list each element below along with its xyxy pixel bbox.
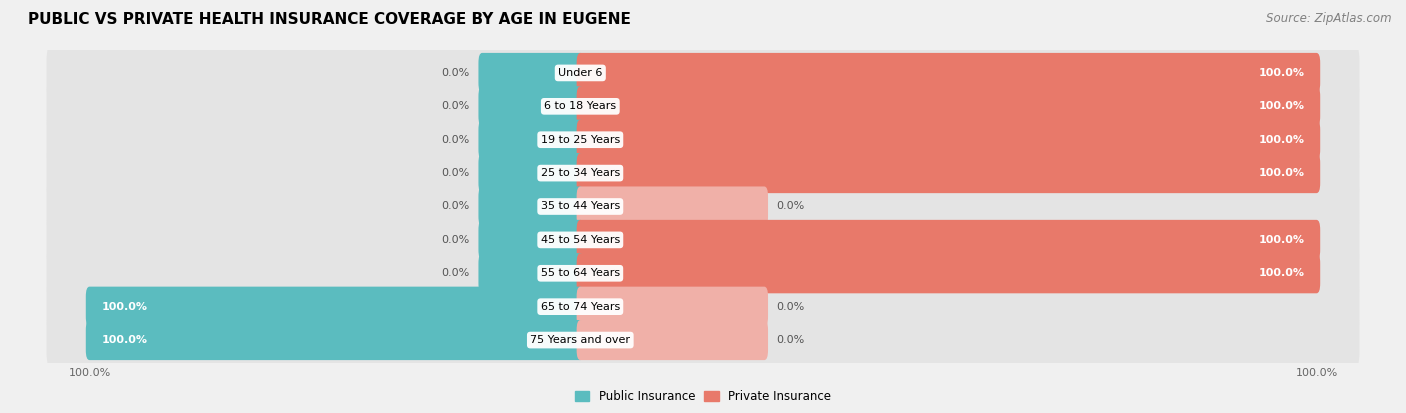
Text: 0.0%: 0.0% (441, 68, 470, 78)
Text: 100.0%: 100.0% (101, 335, 148, 345)
Text: Under 6: Under 6 (558, 68, 603, 78)
FancyBboxPatch shape (576, 153, 1320, 193)
FancyBboxPatch shape (576, 253, 1320, 293)
FancyBboxPatch shape (478, 186, 583, 227)
Text: 0.0%: 0.0% (776, 335, 804, 345)
Text: Source: ZipAtlas.com: Source: ZipAtlas.com (1267, 12, 1392, 25)
Text: 100.0%: 100.0% (1258, 101, 1305, 112)
Text: 0.0%: 0.0% (441, 235, 470, 245)
FancyBboxPatch shape (576, 220, 1320, 260)
Text: 100.0%: 100.0% (1258, 168, 1305, 178)
FancyBboxPatch shape (46, 211, 1360, 269)
Text: 0.0%: 0.0% (441, 202, 470, 211)
FancyBboxPatch shape (478, 120, 583, 160)
FancyBboxPatch shape (478, 153, 583, 193)
FancyBboxPatch shape (46, 144, 1360, 202)
Text: 0.0%: 0.0% (776, 202, 804, 211)
FancyBboxPatch shape (46, 111, 1360, 169)
Text: 55 to 64 Years: 55 to 64 Years (541, 268, 620, 278)
FancyBboxPatch shape (46, 311, 1360, 369)
FancyBboxPatch shape (478, 220, 583, 260)
FancyBboxPatch shape (86, 320, 583, 360)
FancyBboxPatch shape (576, 287, 768, 327)
Text: 100.0%: 100.0% (101, 301, 148, 312)
FancyBboxPatch shape (46, 244, 1360, 302)
Text: 19 to 25 Years: 19 to 25 Years (541, 135, 620, 145)
Text: 0.0%: 0.0% (441, 168, 470, 178)
Text: 0.0%: 0.0% (441, 101, 470, 112)
Text: 0.0%: 0.0% (441, 268, 470, 278)
Text: 100.0%: 100.0% (1258, 135, 1305, 145)
FancyBboxPatch shape (576, 120, 1320, 160)
Text: 100.0%: 100.0% (1258, 268, 1305, 278)
Text: 35 to 44 Years: 35 to 44 Years (541, 202, 620, 211)
Text: 45 to 54 Years: 45 to 54 Years (541, 235, 620, 245)
Text: 6 to 18 Years: 6 to 18 Years (544, 101, 616, 112)
FancyBboxPatch shape (576, 53, 1320, 93)
FancyBboxPatch shape (576, 320, 768, 360)
Text: 0.0%: 0.0% (776, 301, 804, 312)
Text: 25 to 34 Years: 25 to 34 Years (541, 168, 620, 178)
Text: 0.0%: 0.0% (441, 135, 470, 145)
FancyBboxPatch shape (86, 287, 583, 327)
FancyBboxPatch shape (46, 44, 1360, 102)
Text: 65 to 74 Years: 65 to 74 Years (541, 301, 620, 312)
Legend: Public Insurance, Private Insurance: Public Insurance, Private Insurance (571, 385, 835, 408)
Text: 75 Years and over: 75 Years and over (530, 335, 630, 345)
FancyBboxPatch shape (46, 278, 1360, 336)
FancyBboxPatch shape (576, 86, 1320, 126)
FancyBboxPatch shape (478, 253, 583, 293)
FancyBboxPatch shape (46, 77, 1360, 135)
FancyBboxPatch shape (478, 53, 583, 93)
Text: 100.0%: 100.0% (1258, 235, 1305, 245)
FancyBboxPatch shape (478, 86, 583, 126)
Text: 100.0%: 100.0% (1258, 68, 1305, 78)
Text: PUBLIC VS PRIVATE HEALTH INSURANCE COVERAGE BY AGE IN EUGENE: PUBLIC VS PRIVATE HEALTH INSURANCE COVER… (28, 12, 631, 27)
FancyBboxPatch shape (46, 178, 1360, 235)
FancyBboxPatch shape (576, 186, 768, 227)
